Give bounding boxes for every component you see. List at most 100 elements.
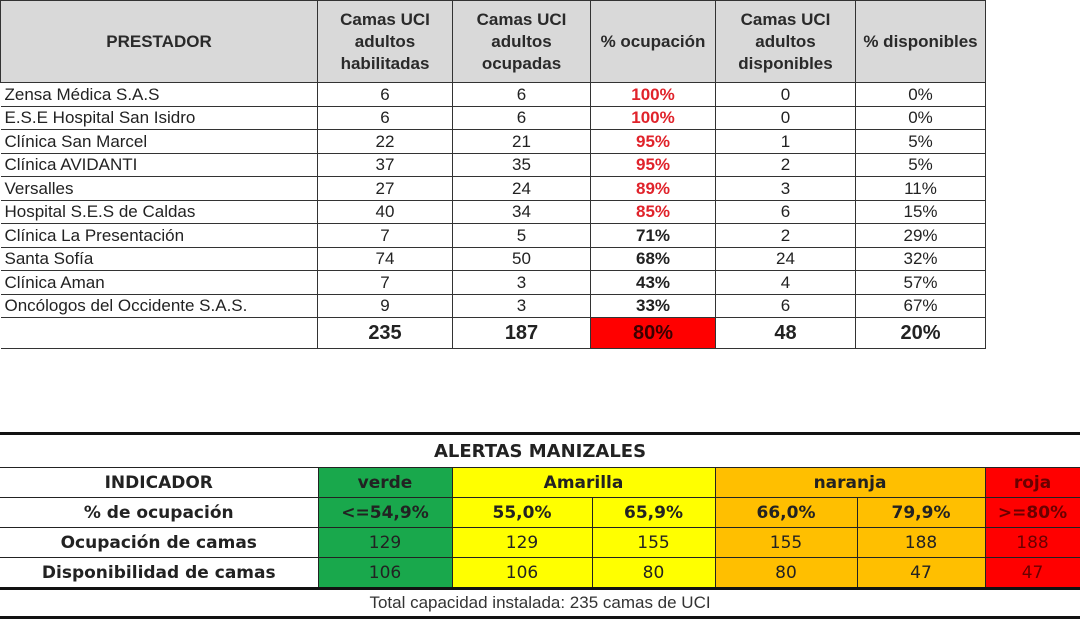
indicator-header: INDICADOR [0, 467, 319, 498]
cell-habilitadas: 22 [317, 129, 453, 154]
indicator-label: Disponibilidad de camas [0, 557, 319, 590]
cell-pct-ocupacion: 95% [590, 129, 716, 154]
cell-prestador: Clínica San Marcel [0, 129, 318, 154]
cell-ocupadas: 5 [452, 223, 591, 248]
cell-habilitadas: 6 [317, 82, 453, 107]
table-row: Oncólogos del Occidente S.A.S. 9 3 33% 6 67% [0, 293, 986, 318]
cell-pct-disponibles: 15% [855, 199, 986, 224]
level-naranja: naranja [714, 467, 986, 498]
cell-habilitadas: 27 [317, 176, 453, 201]
amarilla-max-value: 65,9% [591, 497, 716, 528]
alert-row-disponibilidad: Disponibilidad de camas 106 106 80 80 47… [0, 557, 1080, 590]
naranja-max-value: 188 [856, 527, 986, 558]
cell-habilitadas: 9 [317, 293, 453, 318]
indicator-label: % de ocupación [0, 497, 319, 528]
cell-prestador: Versalles [0, 176, 318, 201]
cell-pct-disponibles: 0% [855, 105, 986, 130]
level-amarilla: Amarilla [451, 467, 716, 498]
cell-disponibles: 6 [715, 199, 856, 224]
cell-pct-disponibles: 5% [855, 129, 986, 154]
cell-pct-ocupacion: 100% [590, 105, 716, 130]
verde-value: 129 [317, 527, 453, 558]
alertas-footer-row: Total capacidad instalada: 235 camas de … [0, 587, 1080, 619]
cell-prestador: Clínica Aman [0, 270, 318, 295]
roja-value: >=80% [984, 497, 1080, 528]
verde-value: <=54,9% [317, 497, 453, 528]
alertas-title: ALERTAS MANIZALES [0, 432, 1080, 468]
amarilla-min-value: 106 [451, 557, 593, 590]
cell-habilitadas: 7 [317, 223, 453, 248]
cell-habilitadas: 6 [317, 105, 453, 130]
cell-ocupadas: 35 [452, 152, 591, 177]
cell-habilitadas: 40 [317, 199, 453, 224]
cell-disponibles: 0 [715, 105, 856, 130]
naranja-max-value: 47 [856, 557, 986, 590]
cell-ocupadas: 34 [452, 199, 591, 224]
level-roja: roja [984, 467, 1080, 498]
cell-pct-ocupacion: 68% [590, 246, 716, 271]
cell-disponibles: 2 [715, 223, 856, 248]
table-row: Clínica La Presentación 7 5 71% 2 29% [0, 223, 986, 248]
amarilla-max-value: 155 [591, 527, 716, 558]
naranja-max-value: 79,9% [856, 497, 986, 528]
cell-pct-ocupacion: 71% [590, 223, 716, 248]
uci-occupancy-table: PRESTADOR Camas UCI adultos habilitadas … [0, 0, 986, 349]
cell-ocupadas: 50 [452, 246, 591, 271]
cell-habilitadas: 7 [317, 270, 453, 295]
cell-pct-disponibles: 57% [855, 270, 986, 295]
cell-ocupadas: 3 [452, 293, 591, 318]
cell-ocupadas: 6 [452, 82, 591, 107]
cell-ocupadas: 6 [452, 105, 591, 130]
capacity-footer: Total capacidad instalada: 235 camas de … [0, 587, 1080, 619]
alertas-table: ALERTAS MANIZALES INDICADOR verde Amaril… [0, 432, 1080, 619]
header-pct-ocupacion: % ocupación [590, 0, 716, 83]
cell-ocupadas: 24 [452, 176, 591, 201]
header-prestador: PRESTADOR [0, 0, 318, 83]
cell-disponibles: 24 [715, 246, 856, 271]
header-disponibles: Camas UCI adultos disponibles [715, 0, 856, 83]
cell-habilitadas: 37 [317, 152, 453, 177]
cell-ocupadas: 3 [452, 270, 591, 295]
naranja-min-value: 66,0% [714, 497, 858, 528]
verde-value: 106 [317, 557, 453, 590]
cell-pct-disponibles: 5% [855, 152, 986, 177]
cell-pct-disponibles: 67% [855, 293, 986, 318]
totals-row: 235 187 80% 48 20% [0, 317, 986, 349]
table-row: Clínica AVIDANTI 37 35 95% 2 5% [0, 152, 986, 177]
amarilla-min-value: 129 [451, 527, 593, 558]
cell-disponibles: 3 [715, 176, 856, 201]
alert-levels-row: INDICADOR verde Amarilla naranja roja [0, 467, 1080, 498]
header-ocupadas: Camas UCI adultos ocupadas [452, 0, 591, 83]
indicator-label: Ocupación de camas [0, 527, 319, 558]
cell-pct-ocupacion: 89% [590, 176, 716, 201]
table-row: Clínica San Marcel 22 21 95% 1 5% [0, 129, 986, 154]
cell-disponibles: 1 [715, 129, 856, 154]
cell-prestador: Oncólogos del Occidente S.A.S. [0, 293, 318, 318]
table-row: E.S.E Hospital San Isidro 6 6 100% 0 0% [0, 105, 986, 130]
cell-pct-disponibles: 32% [855, 246, 986, 271]
total-pct-disponibles: 20% [855, 317, 986, 349]
total-habilitadas: 235 [317, 317, 453, 349]
naranja-min-value: 155 [714, 527, 858, 558]
cell-prestador: E.S.E Hospital San Isidro [0, 105, 318, 130]
table-header-row: PRESTADOR Camas UCI adultos habilitadas … [0, 0, 986, 83]
total-label [0, 317, 318, 349]
cell-ocupadas: 21 [452, 129, 591, 154]
cell-pct-ocupacion: 43% [590, 270, 716, 295]
table-row: Hospital S.E.S de Caldas 40 34 85% 6 15% [0, 199, 986, 224]
cell-pct-ocupacion: 95% [590, 152, 716, 177]
cell-prestador: Clínica AVIDANTI [0, 152, 318, 177]
amarilla-max-value: 80 [591, 557, 716, 590]
level-verde: verde [317, 467, 453, 498]
cell-prestador: Clínica La Presentación [0, 223, 318, 248]
total-disponibles: 48 [715, 317, 856, 349]
table-row: Clínica Aman 7 3 43% 4 57% [0, 270, 986, 295]
alert-row-pct: % de ocupación <=54,9% 55,0% 65,9% 66,0%… [0, 497, 1080, 528]
cell-disponibles: 0 [715, 82, 856, 107]
cell-pct-disponibles: 11% [855, 176, 986, 201]
table-row: Versalles 27 24 89% 3 11% [0, 176, 986, 201]
cell-disponibles: 2 [715, 152, 856, 177]
cell-prestador: Santa Sofía [0, 246, 318, 271]
alertas-title-row: ALERTAS MANIZALES [0, 432, 1080, 468]
naranja-min-value: 80 [714, 557, 858, 590]
